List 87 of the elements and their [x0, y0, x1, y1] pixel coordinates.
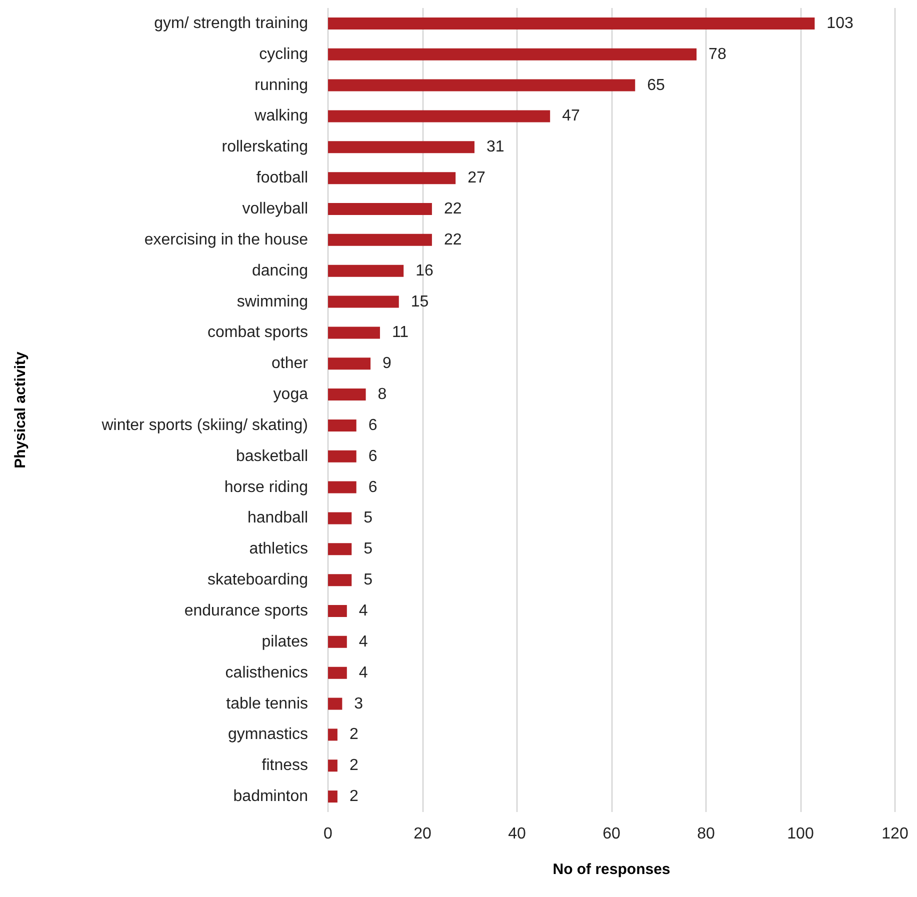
x-tick-label: 80	[697, 826, 715, 842]
data-label: 6	[368, 478, 378, 496]
y-tick-label: cycling	[259, 46, 308, 63]
bar	[328, 264, 404, 277]
data-label: 2	[349, 757, 358, 774]
y-tick-label: winter sports (skiing/ skating)	[100, 416, 308, 434]
bar	[328, 141, 474, 154]
y-tick-label: exercising in the house	[144, 231, 308, 248]
data-label: 2	[349, 726, 358, 744]
data-label: 22	[444, 231, 462, 248]
x-axis-title: No of responses	[552, 861, 670, 878]
data-label: 3	[354, 695, 364, 712]
data-label: 47	[562, 108, 580, 125]
bar	[328, 543, 352, 556]
data-label: 8	[378, 386, 387, 404]
bar	[328, 790, 338, 803]
y-tick-label: rollerskating	[222, 138, 308, 156]
data-label: 65	[647, 76, 666, 94]
bar	[328, 48, 697, 60]
y-tick-label: athletics	[249, 540, 308, 558]
x-tick-label: 100	[787, 826, 814, 842]
x-tick-label: 0	[324, 826, 333, 842]
data-label: 5	[364, 540, 373, 558]
data-label: 6	[368, 416, 378, 434]
y-tick-label: walking	[254, 108, 308, 125]
bar	[328, 234, 432, 246]
x-tick-label: 20	[414, 826, 432, 842]
bar	[328, 388, 366, 401]
y-tick-label: swimming	[236, 293, 308, 310]
y-tick-label: calisthenics	[225, 664, 308, 682]
data-label: 15	[410, 293, 429, 310]
bar	[328, 203, 432, 215]
y-tick-label: basketball	[236, 448, 308, 465]
y-tick-label: endurance sports	[184, 602, 308, 620]
data-label: 2	[349, 788, 358, 806]
data-label: 78	[708, 46, 726, 63]
bar	[328, 450, 356, 462]
bar	[328, 326, 380, 339]
y-tick-label: handball	[248, 510, 308, 527]
bar	[328, 296, 399, 308]
y-tick-label: skateboarding	[207, 572, 308, 589]
data-label: 4	[358, 602, 368, 620]
bar	[328, 636, 347, 648]
y-tick-label: gymnastics	[228, 726, 308, 744]
bar	[328, 760, 338, 772]
bar	[328, 698, 342, 710]
data-label: 22	[444, 200, 462, 218]
data-label: 4	[358, 633, 368, 650]
data-label: 9	[382, 355, 392, 372]
data-label: 31	[486, 138, 504, 156]
y-tick-label: fitness	[262, 757, 308, 774]
y-tick-label: volleyball	[242, 200, 308, 218]
bar	[328, 79, 636, 92]
x-tick-label: 60	[602, 826, 620, 842]
y-tick-label: dancing	[252, 262, 308, 280]
bar	[328, 172, 456, 184]
data-label: 6	[368, 448, 378, 465]
bar	[328, 728, 338, 741]
y-tick-label: pilates	[262, 633, 308, 650]
data-label: 27	[468, 170, 486, 187]
data-label: 5	[364, 510, 373, 527]
y-tick-label: horse riding	[224, 478, 308, 496]
data-label: 11	[392, 324, 409, 342]
bar	[328, 512, 352, 524]
y-tick-label: gym/ strength training	[154, 14, 308, 32]
y-tick-label: running	[254, 76, 308, 94]
data-label: 103	[826, 14, 854, 32]
bar	[328, 605, 347, 617]
bar	[328, 358, 371, 370]
y-axis-title: Physical activity	[12, 350, 29, 468]
y-tick-label: yoga	[273, 386, 308, 404]
y-tick-label: combat sports	[208, 324, 308, 342]
data-label: 4	[358, 664, 368, 682]
y-tick-label: other	[272, 355, 309, 372]
bar	[328, 110, 550, 122]
bar	[328, 17, 815, 30]
x-tick-label: 40	[508, 826, 526, 842]
bar	[328, 574, 352, 586]
data-label: 16	[416, 262, 434, 280]
data-label: 5	[364, 572, 373, 589]
bar	[328, 481, 356, 494]
y-tick-label: badminton	[233, 788, 308, 806]
y-tick-label: football	[256, 170, 308, 187]
x-tick-label: 120	[882, 826, 908, 842]
bar	[328, 419, 356, 432]
y-tick-label: table tennis	[226, 695, 308, 712]
bar	[328, 666, 347, 679]
